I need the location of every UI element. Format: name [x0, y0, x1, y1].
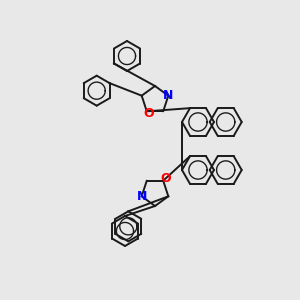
Text: O: O — [143, 107, 154, 120]
Text: O: O — [160, 172, 170, 185]
Text: N: N — [136, 190, 147, 203]
Text: N: N — [163, 89, 173, 102]
